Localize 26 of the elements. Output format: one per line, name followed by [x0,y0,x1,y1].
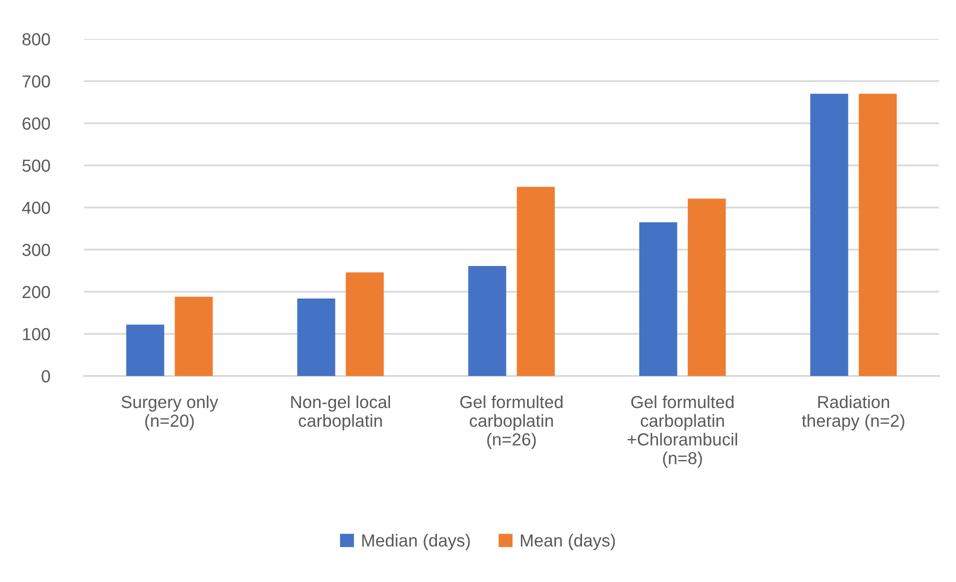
bar [858,94,897,376]
y-tick-label: 200 [22,286,50,298]
x-tick-label: Radiation therapy (n=2) [802,395,904,430]
y-tick-label: 400 [22,202,50,214]
bar [297,298,336,376]
y-tick-label: 700 [22,75,50,88]
bar [346,272,384,376]
bar [516,186,555,376]
x-tick-label: Gel formulted carboplatin +Chlorambucil (n=8) [628,395,738,468]
bar [468,266,506,376]
legend-label: Mean (days) [520,534,615,550]
y-tick-label: 600 [22,117,50,130]
x-tick-label: Gel formulted carboplatin (n=26) [460,395,562,450]
y-tick-label: 100 [23,328,50,340]
bar [688,198,726,376]
y-tick-label: 500 [22,160,50,172]
y-tick-label: 800 [22,33,50,46]
bar [174,296,213,376]
y-tick-label: 300 [22,244,50,256]
bar [810,94,848,376]
y-tick-label: 0 [42,370,50,382]
bar [639,222,678,376]
x-tick-label: Non-gel local carboplatin [291,395,390,430]
bar [126,324,164,376]
legend-label: Median (days) [362,534,470,550]
x-tick-label: Surgery only (n=20) [122,395,218,430]
